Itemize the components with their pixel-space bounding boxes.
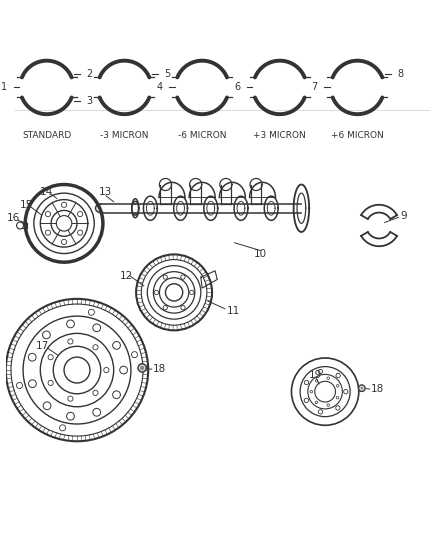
Circle shape [93, 345, 98, 350]
Circle shape [93, 390, 98, 395]
Text: 3: 3 [86, 96, 92, 106]
Text: 14: 14 [40, 187, 53, 197]
Circle shape [28, 353, 36, 361]
Circle shape [327, 377, 329, 379]
Text: +6 MICRON: +6 MICRON [331, 131, 384, 140]
Circle shape [61, 202, 67, 207]
Circle shape [358, 385, 365, 392]
Circle shape [318, 410, 323, 414]
Circle shape [46, 230, 50, 235]
Circle shape [48, 354, 53, 360]
Text: 18: 18 [152, 364, 166, 374]
Circle shape [163, 305, 167, 310]
Text: 16: 16 [7, 213, 20, 223]
Circle shape [113, 391, 120, 399]
Circle shape [88, 309, 95, 316]
Circle shape [17, 383, 22, 389]
Text: STANDARD: STANDARD [22, 131, 71, 140]
Text: 15: 15 [20, 200, 33, 210]
Text: 5: 5 [164, 69, 170, 79]
Circle shape [190, 290, 194, 295]
Circle shape [93, 324, 101, 332]
Text: 11: 11 [227, 305, 240, 316]
Circle shape [163, 275, 167, 279]
Circle shape [327, 404, 329, 406]
Circle shape [336, 406, 340, 410]
Circle shape [154, 290, 159, 295]
Text: -3 MICRON: -3 MICRON [100, 131, 149, 140]
Circle shape [304, 381, 309, 385]
Circle shape [318, 369, 323, 374]
Circle shape [336, 384, 339, 387]
Circle shape [93, 408, 101, 416]
Circle shape [336, 374, 340, 378]
Circle shape [68, 339, 73, 344]
Text: 18: 18 [371, 384, 384, 394]
Circle shape [60, 425, 66, 431]
Circle shape [43, 402, 51, 410]
Text: +3 MICRON: +3 MICRON [254, 131, 306, 140]
Circle shape [17, 222, 24, 229]
Text: -6 MICRON: -6 MICRON [178, 131, 226, 140]
Circle shape [61, 239, 67, 245]
Circle shape [315, 379, 318, 382]
Circle shape [344, 390, 348, 394]
Circle shape [67, 320, 74, 328]
Text: 6: 6 [234, 83, 240, 92]
Circle shape [315, 401, 318, 403]
Text: 8: 8 [397, 69, 403, 79]
Circle shape [131, 352, 138, 358]
Text: 10: 10 [254, 248, 267, 259]
Circle shape [48, 381, 53, 385]
Text: 13: 13 [99, 187, 113, 197]
Circle shape [113, 342, 120, 349]
Circle shape [78, 230, 83, 235]
Circle shape [78, 212, 83, 216]
Circle shape [28, 380, 36, 387]
Circle shape [68, 396, 73, 401]
Circle shape [42, 331, 50, 339]
Text: 7: 7 [311, 83, 318, 92]
Circle shape [181, 275, 185, 279]
Circle shape [310, 390, 313, 393]
Text: 12: 12 [120, 271, 133, 281]
Circle shape [67, 413, 74, 420]
Circle shape [104, 367, 109, 373]
Circle shape [138, 364, 146, 372]
Circle shape [46, 212, 50, 216]
Circle shape [181, 305, 185, 310]
Text: 9: 9 [401, 211, 407, 221]
Text: 4: 4 [156, 83, 162, 92]
Text: 1: 1 [1, 83, 7, 92]
Circle shape [304, 398, 308, 402]
Text: 19: 19 [309, 370, 322, 380]
Circle shape [336, 397, 339, 399]
Text: 2: 2 [86, 69, 93, 79]
Circle shape [120, 366, 127, 374]
Text: 17: 17 [36, 341, 49, 351]
